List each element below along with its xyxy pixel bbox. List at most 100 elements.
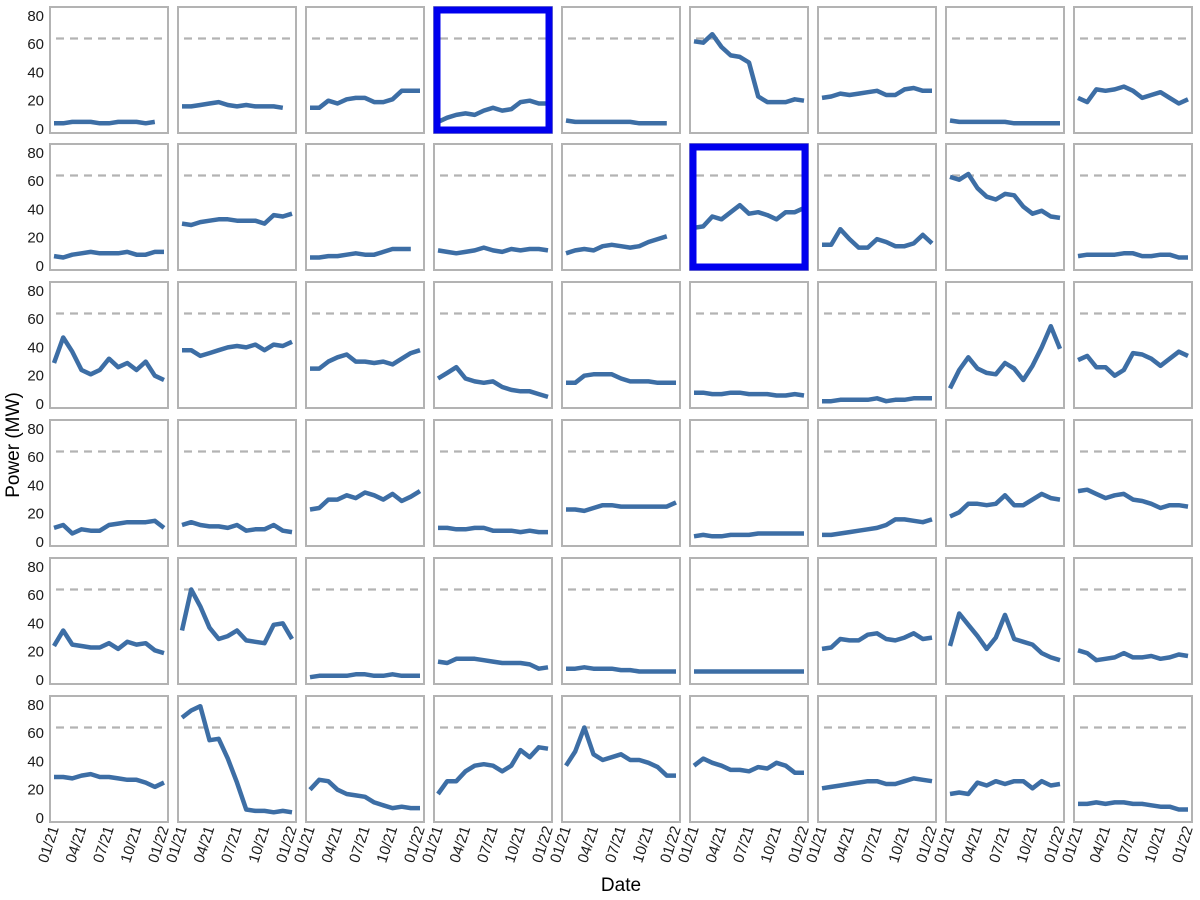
y-tick-label: 0: [36, 121, 44, 138]
panel-frame: [1073, 143, 1193, 271]
series-line: [51, 335, 165, 383]
series-line: [182, 99, 284, 111]
panel-frame: [305, 695, 425, 823]
panel-frame: [689, 695, 809, 823]
panel-frame: [177, 695, 297, 823]
series-line: [693, 202, 805, 231]
series-line: [693, 31, 805, 105]
x-tick-label: 10/21: [502, 824, 530, 865]
panel-r6-c1: [49, 695, 169, 823]
y-tick-label: 20: [27, 368, 44, 385]
series-line: [1078, 800, 1188, 812]
panel-grid: [49, 6, 1193, 823]
panel-r4-c1: [49, 419, 169, 547]
panel-r6-c8: [945, 695, 1065, 823]
y-axis-title: Power (MW): [3, 392, 24, 498]
x-tick-label: 01/21: [35, 824, 63, 865]
panel-frame: [305, 419, 425, 547]
panel-r6-c3: [305, 695, 425, 823]
x-tick-label: 10/21: [1014, 824, 1042, 865]
panel-r4-c8: [945, 419, 1065, 547]
panel-frame: [561, 6, 681, 134]
y-tick-label: 40: [27, 477, 44, 494]
series-line: [821, 85, 932, 101]
x-tick-label: 10/21: [1142, 824, 1170, 865]
panel-frame: [817, 695, 937, 823]
x-tick-label: 07/21: [602, 824, 630, 865]
panel-r3-c4: [433, 281, 553, 409]
panel-r6-c5: [561, 695, 681, 823]
x-tick-label: 04/21: [191, 824, 219, 865]
panel-r1-c5: [561, 6, 681, 134]
series-line: [309, 489, 422, 512]
series-line: [53, 518, 166, 536]
panel-r5-c1: [49, 557, 169, 685]
series-line: [180, 703, 293, 815]
panel-frame: [1073, 557, 1193, 685]
panel-frame: [177, 143, 297, 271]
panel-r6-c6: [689, 695, 809, 823]
panel-r4-c2: [177, 419, 297, 547]
series-line: [436, 364, 549, 400]
y-tick-label: 60: [27, 449, 44, 466]
series-line: [947, 323, 1063, 390]
x-tick-label: 07/21: [986, 824, 1014, 865]
panel-frame: [433, 6, 553, 134]
panel-frame: [689, 557, 809, 685]
panel-r5-c9: [1073, 557, 1193, 685]
panel-frame: [433, 281, 553, 409]
series-line: [54, 119, 156, 126]
series-line: [566, 665, 676, 674]
panel-r2-c3: [305, 143, 425, 271]
panel-r1-c4: [433, 6, 553, 134]
panel-r2-c9: [1073, 143, 1193, 271]
highlight-frame: [689, 143, 809, 271]
series-line: [693, 531, 804, 539]
series-line: [694, 390, 805, 398]
panel-frame: [49, 557, 169, 685]
panel-frame: [305, 6, 425, 134]
x-tick-label: 07/21: [218, 824, 246, 865]
panel-frame: [689, 143, 809, 271]
y-tick-label: 20: [27, 506, 44, 523]
series-line: [1077, 349, 1189, 378]
panel-r3-c1: [49, 281, 169, 409]
panel-r3-c5: [561, 281, 681, 409]
series-line: [437, 656, 549, 671]
panel-frame: [177, 6, 297, 134]
x-tick-label: 04/21: [959, 824, 987, 865]
series-line: [437, 98, 548, 124]
panel-r1-c8: [945, 6, 1065, 134]
panel-frame: [817, 419, 937, 547]
panel-frame: [689, 419, 809, 547]
panel-frame: [561, 557, 681, 685]
panel-r5-c7: [817, 557, 937, 685]
series-line: [949, 118, 1060, 126]
y-tick-label: 60: [27, 311, 44, 328]
panel-frame: [49, 6, 169, 134]
x-tick-label: 10/21: [374, 824, 402, 865]
x-tick-label: 04/21: [447, 824, 475, 865]
panel-frame: [945, 281, 1065, 409]
series-line: [566, 372, 676, 386]
panel-r2-c5: [561, 143, 681, 271]
panel-r6-c9: [1073, 695, 1193, 823]
y-tick-label: 60: [27, 173, 44, 190]
x-tick-label: 04/21: [63, 824, 91, 865]
panel-r2-c6: [689, 143, 809, 271]
y-tick-label: 0: [36, 258, 44, 275]
panel-r6-c4: [433, 695, 553, 823]
y-tick-label: 40: [27, 339, 44, 356]
y-tick-label: 40: [27, 201, 44, 218]
panel-r1-c9: [1073, 6, 1193, 134]
panel-r3-c7: [817, 281, 937, 409]
series-line: [565, 234, 668, 256]
x-tick-label: 01/22: [1169, 824, 1197, 865]
panel-r5-c4: [433, 557, 553, 685]
x-tick-label: 10/21: [886, 824, 914, 865]
x-tick-label: 07/21: [474, 824, 502, 865]
panel-frame: [817, 281, 937, 409]
series-line: [181, 211, 293, 228]
